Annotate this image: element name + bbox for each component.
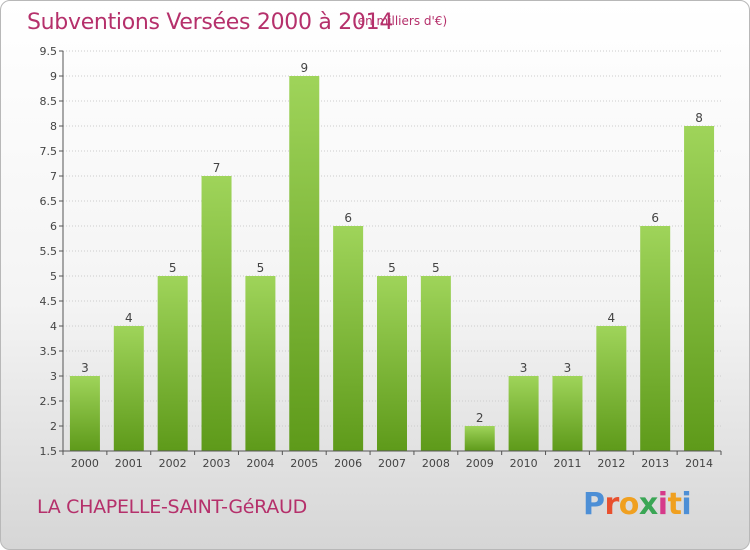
bar-2006 [333, 226, 364, 451]
data-label: 8 [695, 111, 703, 125]
y-tick-label: 7 [50, 170, 57, 183]
data-label: 5 [169, 261, 177, 275]
y-tick-label: 9 [50, 70, 57, 83]
y-tick-label: 3.5 [40, 345, 58, 358]
bar-2003 [201, 176, 232, 451]
x-tick-label: 2012 [597, 457, 625, 470]
y-tick-label: 5 [50, 270, 57, 283]
bar-2012 [596, 326, 627, 451]
bar-2000 [69, 376, 100, 451]
x-tick-label: 2005 [290, 457, 318, 470]
y-tick-label: 4.5 [40, 295, 58, 308]
bar-2001 [113, 326, 144, 451]
bar-2009 [464, 426, 495, 451]
data-label: 5 [388, 261, 396, 275]
x-tick-label: 2013 [641, 457, 669, 470]
y-tick-label: 8.5 [40, 95, 58, 108]
bar-2007 [377, 276, 407, 451]
unit-note: (en milliers d'€) [353, 14, 448, 28]
data-label: 4 [608, 311, 616, 325]
y-tick-label: 6 [50, 220, 57, 233]
data-label: 3 [564, 361, 572, 375]
x-tick-label: 2001 [115, 457, 143, 470]
data-label: 6 [344, 211, 352, 225]
logo-letter: i [657, 487, 668, 522]
bar-2004 [245, 276, 276, 451]
x-tick-label: 2002 [159, 457, 187, 470]
x-tick-label: 2009 [466, 457, 494, 470]
logo-letter: t [667, 487, 682, 522]
x-tick-label: 2004 [246, 457, 274, 470]
data-label: 3 [520, 361, 528, 375]
logo-letter: i [681, 487, 692, 522]
axes: 1.5 2 2.5 3 3.5 4 4.5 5 5.5 6 6.5 7 7.5 8 8.5 9 9.5 2000 2… [40, 45, 722, 470]
bars: 3 4 5 7 5 9 6 5 5 2 3 3 4 6 8 [69, 61, 715, 451]
y-tick-label: 9.5 [40, 45, 58, 58]
logo-letter: P [583, 487, 605, 522]
data-label: 4 [125, 311, 133, 325]
y-tick-label: 5.5 [40, 245, 58, 258]
bar-2002 [157, 276, 188, 451]
data-label: 5 [257, 261, 265, 275]
logo-letter: r [604, 487, 620, 522]
data-label: 3 [81, 361, 89, 375]
bar-2005 [289, 76, 320, 451]
x-tick-label: 2007 [378, 457, 406, 470]
bar-2010 [508, 376, 539, 451]
logo-letter: x [638, 487, 658, 522]
proxiti-logo: Proxiti [583, 487, 692, 522]
data-label: 7 [213, 161, 221, 175]
x-tick-label: 2014 [685, 457, 713, 470]
y-tick-label: 2.5 [40, 395, 58, 408]
x-tick-label: 2000 [71, 457, 99, 470]
bar-2014 [684, 126, 715, 451]
y-tick-label: 8 [50, 120, 57, 133]
x-tick-label: 2008 [422, 457, 450, 470]
chart-title: Subventions Versées 2000 à 2014 [27, 10, 394, 35]
y-tick-label: 2 [50, 420, 57, 433]
x-tick-label: 2003 [203, 457, 231, 470]
data-label: 9 [300, 61, 308, 75]
y-tick-label: 7.5 [40, 145, 58, 158]
data-label: 5 [432, 261, 440, 275]
bar-2013 [640, 226, 671, 451]
bar-2011 [552, 376, 583, 451]
y-tick-label: 4 [50, 320, 57, 333]
commune-name: LA CHAPELLE-SAINT-GéRAUD [37, 496, 307, 518]
x-tick-label: 2011 [553, 457, 581, 470]
logo-letter: o [618, 487, 640, 522]
bar-2008 [420, 276, 451, 451]
data-label: 6 [651, 211, 659, 225]
x-tick-label: 2010 [510, 457, 538, 470]
y-tick-label: 3 [50, 370, 57, 383]
y-tick-label: 1.5 [40, 445, 58, 458]
data-label: 2 [476, 411, 484, 425]
x-tick-label: 2006 [334, 457, 362, 470]
y-tick-label: 6.5 [40, 195, 58, 208]
